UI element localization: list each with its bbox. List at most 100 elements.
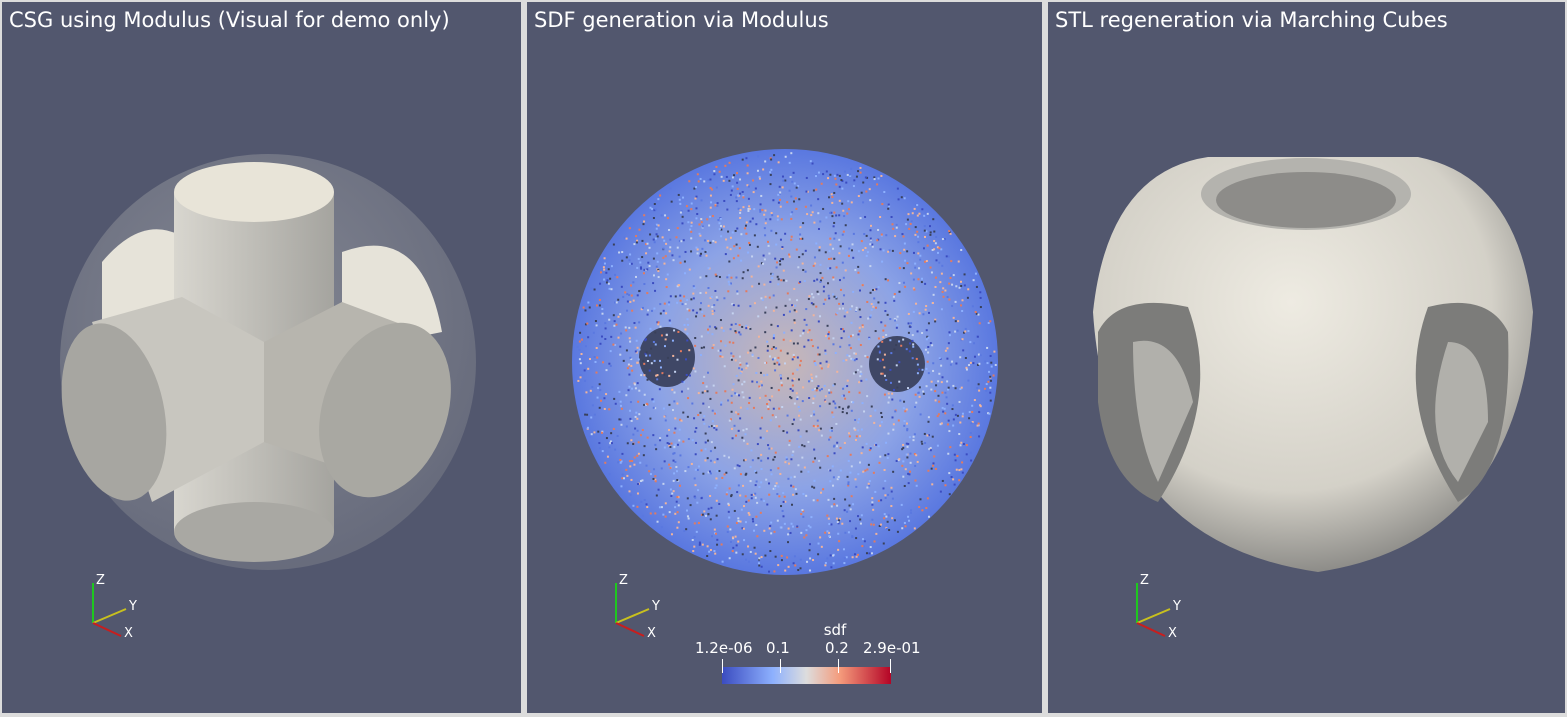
sdf-point	[601, 308, 604, 311]
sdf-point	[641, 479, 644, 482]
sdf-point	[734, 535, 737, 538]
sdf-point	[663, 460, 666, 463]
sdf-point	[617, 461, 620, 464]
sdf-point	[695, 530, 698, 533]
sdf-point	[668, 374, 671, 377]
sdf-point	[925, 305, 928, 308]
sdf-point	[760, 416, 763, 419]
sdf-point	[846, 173, 849, 176]
sdf-point	[928, 434, 931, 437]
sdf-point	[853, 553, 856, 556]
sdf-point	[700, 199, 703, 202]
sdf-point	[852, 232, 855, 235]
sdf-point	[866, 251, 869, 254]
sdf-point	[940, 422, 943, 425]
sdf-point	[654, 443, 657, 446]
sdf-point	[659, 194, 662, 197]
sdf-point	[849, 174, 852, 177]
sdf-point	[758, 557, 761, 560]
sdf-point	[828, 523, 831, 526]
sdf-point	[976, 424, 979, 427]
sdf-point	[685, 205, 688, 208]
sdf-point	[834, 352, 837, 355]
sdf-point	[739, 362, 742, 365]
sdf-point	[739, 406, 742, 409]
sdf-point	[830, 566, 833, 569]
sdf-point	[716, 299, 719, 302]
sdf-point	[635, 241, 638, 244]
sdf-point	[796, 396, 799, 399]
sdf-point	[724, 344, 727, 347]
sdf-point	[770, 386, 773, 389]
sdf-point	[622, 359, 625, 362]
sdf-point	[756, 245, 759, 248]
sdf-point	[758, 564, 761, 567]
sdf-point	[843, 315, 846, 318]
sdf-point	[700, 221, 703, 224]
sdf-point	[827, 517, 830, 520]
sdf-point	[794, 488, 797, 491]
sdf-point	[621, 452, 624, 455]
sdf-point	[884, 496, 887, 499]
sdf-point	[709, 518, 712, 521]
sdf-point	[664, 255, 667, 258]
sdf-point	[652, 434, 655, 437]
sdf-point	[728, 516, 731, 519]
sdf-point	[800, 531, 803, 534]
sdf-point	[749, 327, 752, 330]
sdf-point	[833, 452, 836, 455]
sdf-point	[859, 316, 862, 319]
sdf-point	[646, 436, 649, 439]
csg-view[interactable]: CSG using Modulus (Visual for demo only)	[2, 2, 521, 713]
sdf-point	[743, 439, 746, 442]
sdf-point	[835, 517, 838, 520]
sdf-point	[888, 528, 891, 531]
sdf-point	[836, 445, 839, 448]
sdf-point	[959, 356, 962, 359]
sdf-point	[703, 239, 706, 242]
sdf-point	[728, 283, 731, 286]
sdf-point	[849, 308, 852, 311]
sdf-point	[839, 469, 842, 472]
sdf-point	[645, 503, 648, 506]
sdf-point	[774, 485, 777, 488]
sdf-point	[827, 331, 830, 334]
sdf-point	[824, 531, 827, 534]
sdf-point	[747, 207, 750, 210]
sdf-point	[714, 486, 717, 489]
sdf-point	[927, 322, 930, 325]
sdf-point	[857, 271, 860, 274]
sdf-point	[790, 329, 793, 332]
sdf-point	[672, 409, 675, 412]
sdf-point	[864, 176, 867, 179]
sdf-point	[715, 275, 718, 278]
sdf-point	[635, 411, 638, 414]
sdf-point	[892, 470, 895, 473]
sdf-point	[737, 413, 740, 416]
sdf-point	[875, 306, 878, 309]
sdf-point	[901, 233, 904, 236]
sdf-point	[782, 500, 785, 503]
sdf-point	[979, 296, 982, 299]
sdf-point	[803, 445, 806, 448]
sdf-point	[790, 152, 793, 155]
sdf-point	[747, 499, 750, 502]
stl-view[interactable]: STL regeneration via Marching Cubes	[1048, 2, 1565, 713]
sdf-point	[911, 334, 914, 337]
sdf-point	[836, 478, 839, 481]
sdf-point	[818, 246, 821, 249]
sdf-point	[929, 446, 932, 449]
sdf-point	[659, 439, 662, 442]
sdf-point	[976, 387, 979, 390]
sdf-view[interactable]: SDF generation via Modulus sdf 1.2e-06 0…	[527, 2, 1042, 713]
sdf-point	[764, 394, 767, 397]
sdf-point	[869, 238, 872, 241]
sdf-point	[605, 369, 608, 372]
sdf-point	[887, 207, 890, 210]
sdf-point	[630, 419, 633, 422]
sdf-point	[909, 342, 912, 345]
sdf-point	[760, 556, 763, 559]
sdf-point	[828, 531, 831, 534]
sdf-point	[674, 295, 677, 298]
sdf-point	[696, 248, 699, 251]
